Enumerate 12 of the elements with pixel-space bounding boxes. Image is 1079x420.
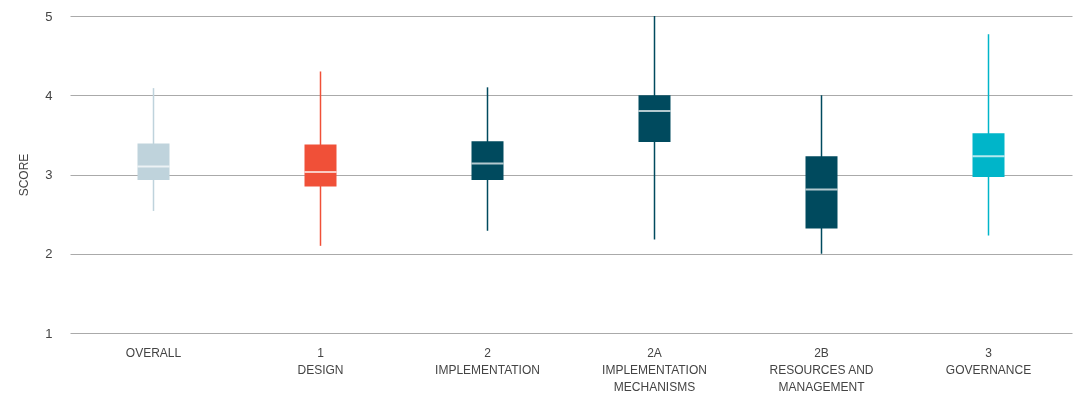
y-tick-label: 3 <box>45 167 53 182</box>
x-tick-label: 3 GOVERNANCE <box>945 345 1032 377</box>
y-axis-title: SCORE <box>17 153 32 197</box>
y-tick-label: 2 <box>45 246 53 262</box>
x-tick-label: OVERALL <box>125 345 182 360</box>
y-tick-label: 1 <box>45 325 53 341</box>
y-tick-label: 5 <box>45 8 53 24</box>
y-tick-label: 4 <box>45 87 53 103</box>
x-tick-label: 1 DESIGN <box>297 345 344 377</box>
x-tick-label: 2A IMPLEMENTATION MECHANISMS <box>602 345 707 394</box>
x-tick-label: 2B RESOURCES AND MANAGEMENT <box>769 345 874 394</box>
x-tick-label: 2 IMPLEMENTATION <box>435 345 540 377</box>
